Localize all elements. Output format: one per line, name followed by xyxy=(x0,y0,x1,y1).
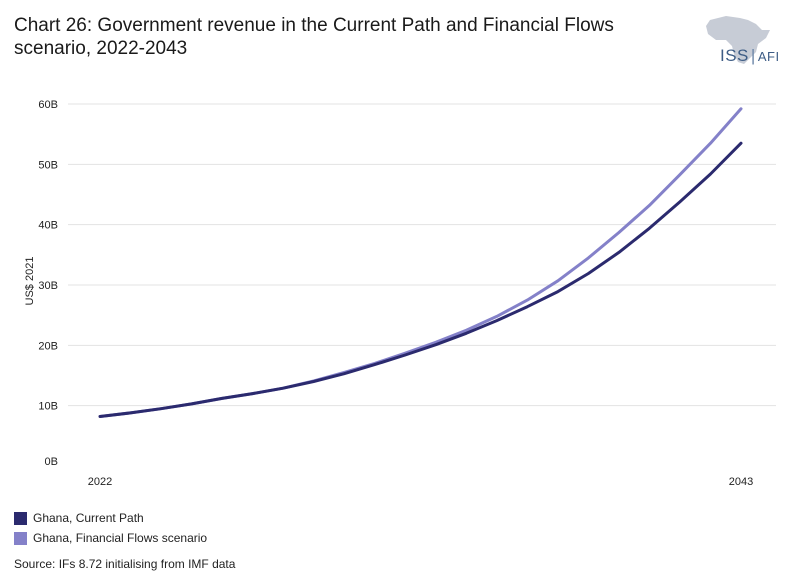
x-tick-label: 2043 xyxy=(729,476,753,488)
africa-map-logo-icon xyxy=(706,16,770,64)
source-note: Source: IFs 8.72 initialising from IMF d… xyxy=(14,557,236,571)
y-axis-label: US$ 2021 xyxy=(24,257,36,306)
series-line-financial-flows xyxy=(98,107,743,418)
legend-swatch-current-path xyxy=(14,511,27,525)
y-tick-label: 10B xyxy=(38,401,58,413)
iss-afi-logo: ISS | AFI xyxy=(720,46,780,65)
y-tick-label: 30B xyxy=(38,280,58,292)
logo-afi-text: AFI xyxy=(757,49,780,64)
legend-item-current-path: Ghana, Current Path xyxy=(14,508,207,528)
legend-swatch-financial-flows xyxy=(14,531,27,545)
y-tick-label: 40B xyxy=(38,220,58,232)
y-tick-label: 60B xyxy=(38,99,58,111)
series-line-current-path xyxy=(98,141,743,418)
legend-label-current-path: Ghana, Current Path xyxy=(33,511,144,525)
line-chart: 0B 10B 20B 30B 40B 50B 60B US$ 2021 2022 2043 xyxy=(24,99,776,488)
y-tick-label: 0B xyxy=(45,456,58,468)
legend-item-financial-flows: Ghana, Financial Flows scenario xyxy=(14,528,207,548)
chart-legend: Ghana, Current Path Ghana, Financial Flo… xyxy=(14,508,207,548)
chart-title: Chart 26: Government revenue in the Curr… xyxy=(14,15,614,59)
y-tick-label: 20B xyxy=(38,340,58,352)
logo-iss-text: ISS xyxy=(720,46,749,65)
y-tick-label: 50B xyxy=(38,159,58,171)
legend-label-financial-flows: Ghana, Financial Flows scenario xyxy=(33,531,208,545)
x-tick-label: 2022 xyxy=(88,476,112,488)
